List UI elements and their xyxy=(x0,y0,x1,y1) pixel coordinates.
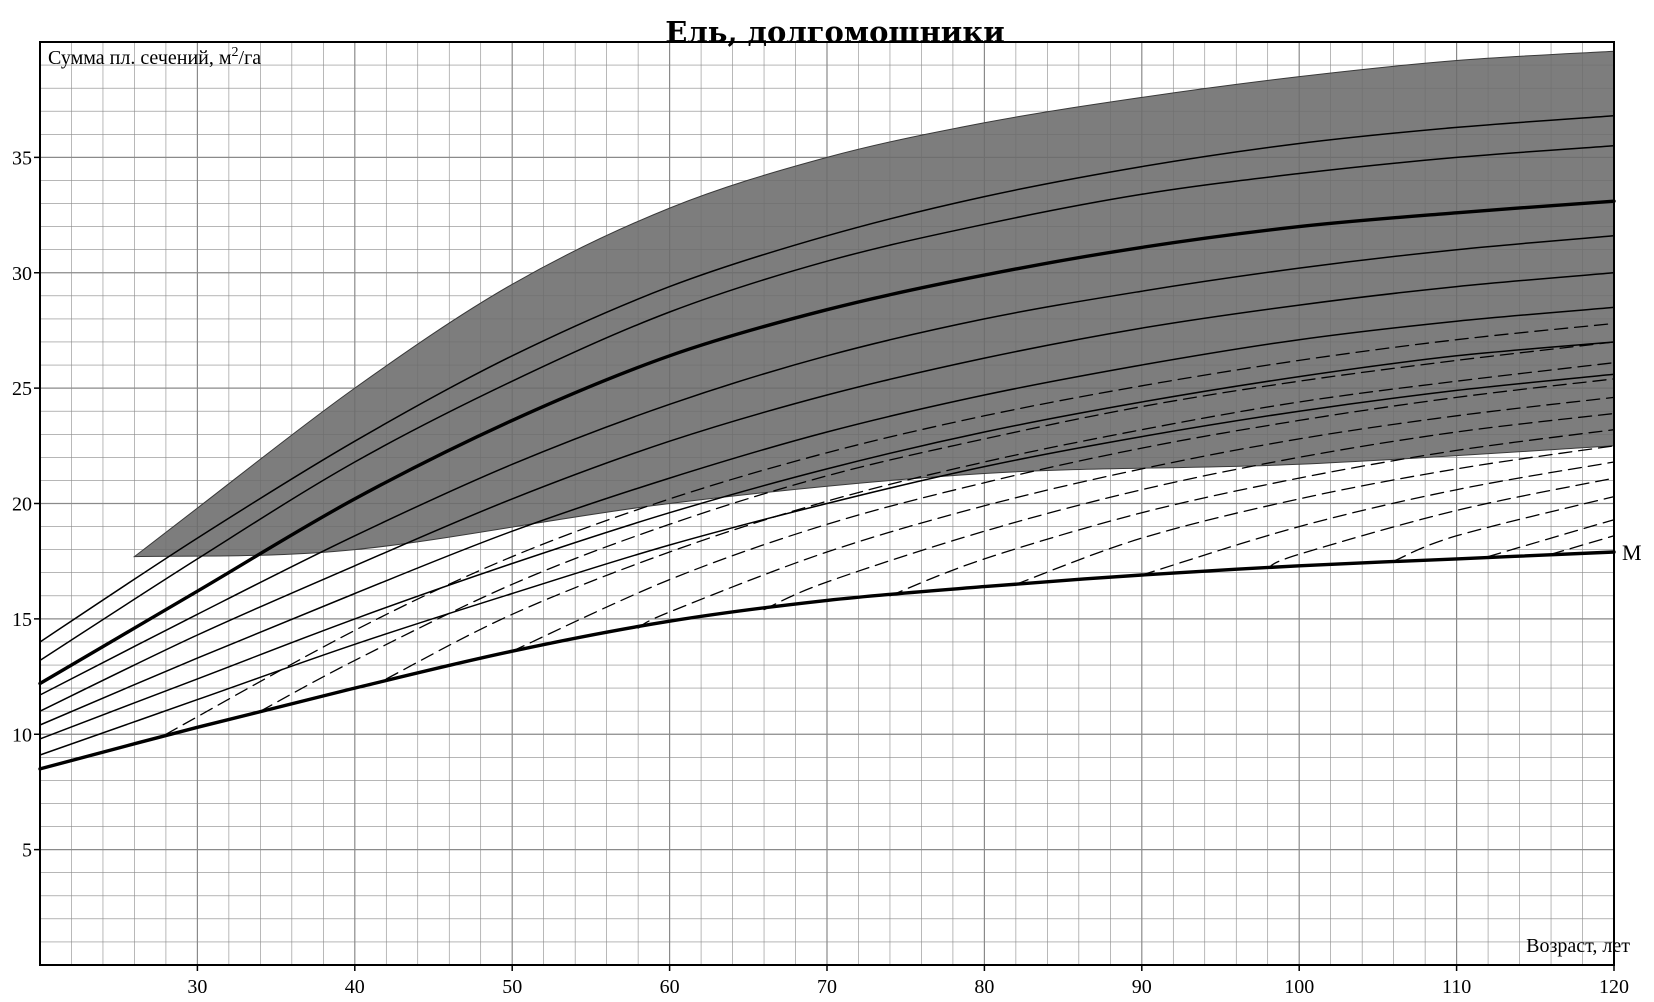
y-tick-label: 5 xyxy=(22,840,32,862)
x-tick-label: 100 xyxy=(1284,976,1314,998)
x-tick-label: 30 xyxy=(187,976,207,998)
x-tick-label: 70 xyxy=(817,976,837,998)
series-line-dashed xyxy=(165,322,1615,735)
series-line-dashed xyxy=(889,429,1615,597)
series-line-dashed xyxy=(763,412,1615,611)
series-line xyxy=(39,235,1615,696)
y-axis-label-sup: 2 xyxy=(232,45,239,60)
y-tick-label: 25 xyxy=(12,378,32,400)
y-tick-label: 10 xyxy=(12,724,32,746)
series-line-dashed xyxy=(1550,535,1615,555)
series-line-dashed xyxy=(637,396,1615,629)
series-line xyxy=(39,341,1615,740)
series-line-dashed xyxy=(1487,519,1615,558)
series-group xyxy=(38,115,1616,771)
x-tick-label: 110 xyxy=(1442,976,1471,998)
chart-title: Ель, долгомошники xyxy=(665,15,1005,49)
y-tick-label: 30 xyxy=(12,263,32,285)
y-axis-label-main: Сумма пл. сечений, м xyxy=(48,47,232,69)
y-tick-label: 20 xyxy=(12,494,32,516)
x-tick-label: 120 xyxy=(1599,976,1629,998)
tick-labels: 30 40 50 60 70 80 90 100 110 120 5 10 15 20 25 30 35 xyxy=(12,147,1629,998)
series-line-dashed xyxy=(259,341,1615,712)
series-line-bold xyxy=(38,199,1616,686)
series-line xyxy=(39,373,1615,756)
x-tick-label: 40 xyxy=(345,976,365,998)
series-line xyxy=(39,272,1615,712)
series-line-dashed xyxy=(1267,477,1615,569)
series-line-dashed xyxy=(511,378,1615,652)
series-line-dashed xyxy=(385,362,1615,680)
series-line-dashed xyxy=(1141,461,1615,576)
series-line xyxy=(39,115,1615,643)
x-tick-label: 90 xyxy=(1132,976,1152,998)
x-tick-label: 80 xyxy=(974,976,994,998)
series-line-dashed xyxy=(1015,445,1615,585)
x-axis-label: Возраст, лет xyxy=(1526,935,1630,957)
shaded-region-area xyxy=(132,50,1615,558)
y-tick-label: 15 xyxy=(12,609,32,631)
series-line-m xyxy=(38,550,1616,771)
y-tick-label: 35 xyxy=(12,147,32,169)
y-axis-label-tail: /га xyxy=(239,47,262,69)
x-tick-label: 50 xyxy=(502,976,522,998)
series-line xyxy=(39,306,1615,726)
curve-label-m: M xyxy=(1622,540,1642,565)
y-axis-label: Сумма пл. сечений, м2/га xyxy=(48,45,261,69)
series-line xyxy=(39,145,1615,662)
shaded-region xyxy=(132,50,1615,558)
x-tick-label: 60 xyxy=(660,976,680,998)
